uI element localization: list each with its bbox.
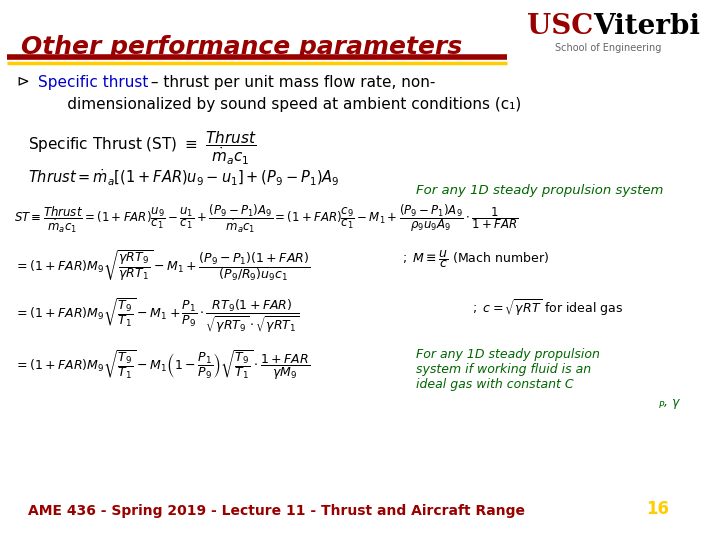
Text: AME 436 - Spring 2019 - Lecture 11 - Thrust and Aircraft Range: AME 436 - Spring 2019 - Lecture 11 - Thr… xyxy=(28,504,525,518)
Text: $ST \equiv \dfrac{Thrust}{\dot{m}_a c_1} = (1+FAR)\dfrac{u_9}{c_1} - \dfrac{u_1}: $ST \equiv \dfrac{Thrust}{\dot{m}_a c_1}… xyxy=(14,202,518,235)
Text: School of Engineering: School of Engineering xyxy=(555,43,662,53)
Text: $;\ c = \sqrt{\gamma RT}$ for ideal gas: $;\ c = \sqrt{\gamma RT}$ for ideal gas xyxy=(472,297,623,318)
Text: Specific thrust: Specific thrust xyxy=(38,75,148,90)
Text: Specific Thrust (ST) $\equiv$ $\dfrac{\it{Thrust}}{\dot{m}_a c_1}$: Specific Thrust (ST) $\equiv$ $\dfrac{\i… xyxy=(28,130,256,167)
Text: For any 1D steady propulsion
system if working fluid is an
ideal gas with consta: For any 1D steady propulsion system if w… xyxy=(416,348,600,392)
Text: $Thrust = \dot{m}_a[(1+FAR)u_9 - u_1] + (P_9 - P_1)A_9$: $Thrust = \dot{m}_a[(1+FAR)u_9 - u_1] + … xyxy=(28,167,339,187)
Text: $_{P}$, $\gamma$: $_{P}$, $\gamma$ xyxy=(658,397,681,411)
Text: $= (1+FAR)M_9\sqrt{\dfrac{\gamma R T_9}{\gamma R T_1}} - M_1 + \dfrac{(P_9-P_1)(: $= (1+FAR)M_9\sqrt{\dfrac{\gamma R T_9}{… xyxy=(14,248,310,284)
Text: 16: 16 xyxy=(647,501,670,518)
Text: For any 1D steady propulsion system: For any 1D steady propulsion system xyxy=(416,184,664,197)
Text: $= (1+FAR)M_9\sqrt{\dfrac{T_9}{T_1}} - M_1 + \dfrac{P_1}{P_9} \cdot \dfrac{RT_9(: $= (1+FAR)M_9\sqrt{\dfrac{T_9}{T_1}} - M… xyxy=(14,297,299,335)
Text: Other performance parameters: Other performance parameters xyxy=(21,35,462,59)
Text: dimensionalized by sound speed at ambient conditions (c₁): dimensionalized by sound speed at ambien… xyxy=(38,97,521,112)
Text: USC: USC xyxy=(527,14,593,40)
Text: Viterbi: Viterbi xyxy=(593,14,701,40)
Text: $= (1+FAR)M_9\sqrt{\dfrac{T_9}{T_1}} - M_1 \left(1 - \dfrac{P_1}{P_9}\right)\sqr: $= (1+FAR)M_9\sqrt{\dfrac{T_9}{T_1}} - M… xyxy=(14,348,310,382)
Text: $\vartriangleright$: $\vartriangleright$ xyxy=(14,75,30,90)
Text: – thrust per unit mass flow rate, non-: – thrust per unit mass flow rate, non- xyxy=(145,75,435,90)
Text: $;\ M \equiv \dfrac{u}{c}$ (Mach number): $;\ M \equiv \dfrac{u}{c}$ (Mach number) xyxy=(402,248,549,271)
